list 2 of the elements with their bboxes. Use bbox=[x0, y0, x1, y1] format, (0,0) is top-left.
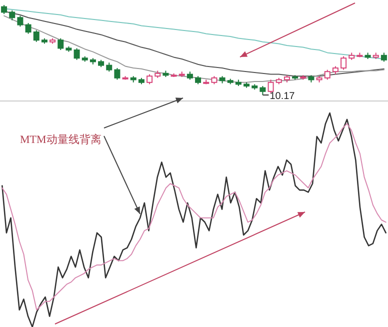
annotation: 10.17 bbox=[270, 91, 296, 102]
annotation: MTM动量线背离 bbox=[20, 133, 102, 146]
